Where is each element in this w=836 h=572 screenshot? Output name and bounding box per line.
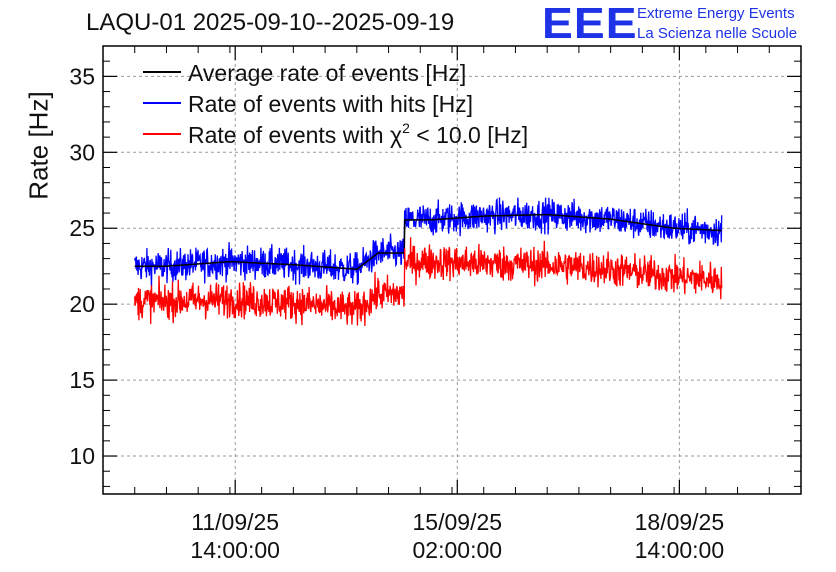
y-tick-label: 35 xyxy=(69,63,95,89)
x-tick-label-date: 15/09/25 xyxy=(413,509,503,535)
series-line-2 xyxy=(134,197,723,288)
legend-label-3: Rate of events with χ2 < 10.0 [Hz] xyxy=(188,120,528,148)
series-line-3 xyxy=(134,237,723,327)
grid-layer xyxy=(103,46,801,494)
x-tick-label-date: 11/09/25 xyxy=(191,509,279,535)
y-tick-label: 15 xyxy=(69,367,95,393)
x-tick-label-time: 14:00:00 xyxy=(635,537,725,563)
eee-logo: EEE Extreme Energy Events La Scienza nel… xyxy=(542,2,832,46)
tick-layer: 10152025303511/09/2514:00:0015/09/2502:0… xyxy=(69,46,801,563)
legend: Average rate of events [Hz] Rate of event… xyxy=(143,60,528,148)
x-tick-label-date: 18/09/25 xyxy=(635,509,725,535)
y-tick-label: 30 xyxy=(69,139,95,165)
logo-line-1: Extreme Energy Events xyxy=(637,5,795,22)
chart-title: LAQU-01 2025-09-10--2025-09-19 xyxy=(86,9,455,36)
series-line-1 xyxy=(134,213,722,270)
legend-label-1: Average rate of events [Hz] xyxy=(188,60,466,86)
x-tick-label-time: 02:00:00 xyxy=(413,537,503,563)
y-tick-label: 10 xyxy=(69,443,95,469)
y-tick-label: 25 xyxy=(69,215,95,241)
eee-logo-mark: EEE xyxy=(542,0,638,48)
logo-line-2: La Scienza nelle Scuole xyxy=(637,25,798,42)
legend-label-2: Rate of events with hits [Hz] xyxy=(188,91,473,117)
series-layer xyxy=(134,197,723,327)
y-tick-label: 20 xyxy=(69,291,95,317)
x-tick-label-time: 14:00:00 xyxy=(190,537,280,563)
